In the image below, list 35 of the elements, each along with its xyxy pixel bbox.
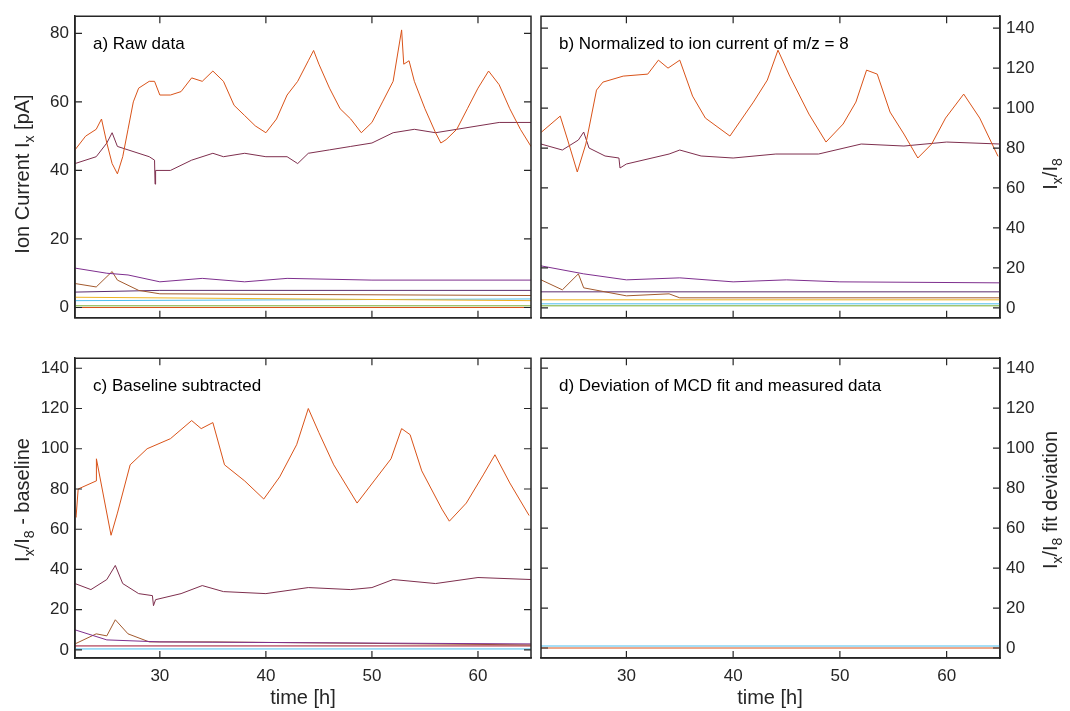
x-tick-label: 50	[830, 665, 850, 685]
y-tick-label: 40	[1006, 217, 1025, 237]
y-tick-label: 100	[1006, 97, 1035, 117]
y-tick-label: 0	[59, 639, 69, 659]
y-tick-label: 0	[1006, 297, 1016, 317]
y-tick-label: 120	[40, 398, 69, 418]
y-tick-label: 80	[1006, 137, 1025, 157]
y-tick-label: 140	[40, 357, 69, 377]
x-tick-label: 40	[723, 665, 743, 685]
y-tick-label: 80	[50, 478, 69, 498]
text: c) Baseline subtracted	[93, 375, 262, 395]
y-tick-label: 120	[1006, 57, 1035, 77]
y-tick-label: 100	[40, 438, 69, 458]
x-tick-label: 30	[150, 665, 170, 685]
x-tick-label: 30	[616, 665, 636, 685]
x-tick-label: 60	[468, 665, 488, 685]
y-tick-label: 20	[50, 599, 69, 619]
y-tick-label: 40	[50, 559, 69, 579]
x-axis-title: time [h]	[270, 686, 336, 708]
y-tick-label: 20	[50, 228, 69, 248]
y-tick-label: 60	[50, 91, 69, 111]
x-tick-label: 60	[937, 665, 957, 685]
y-tick-label: 0	[59, 297, 69, 317]
text: a) Raw data	[93, 33, 186, 53]
text: d) Deviation of MCD fit and measured data	[559, 375, 882, 395]
y-tick-label: 140	[1006, 17, 1035, 37]
x-tick-label: 40	[256, 665, 276, 685]
y-tick-label: 60	[1006, 177, 1025, 197]
y-tick-label: 40	[50, 160, 69, 180]
text: b) Normalized to ion current of m/z = 8	[559, 33, 849, 53]
x-axis-title: time [h]	[737, 686, 803, 708]
y-tick-label: 80	[50, 23, 69, 43]
y-tick-label: 20	[1006, 257, 1025, 277]
y-tick-label: 60	[50, 518, 69, 538]
x-tick-label: 50	[362, 665, 382, 685]
